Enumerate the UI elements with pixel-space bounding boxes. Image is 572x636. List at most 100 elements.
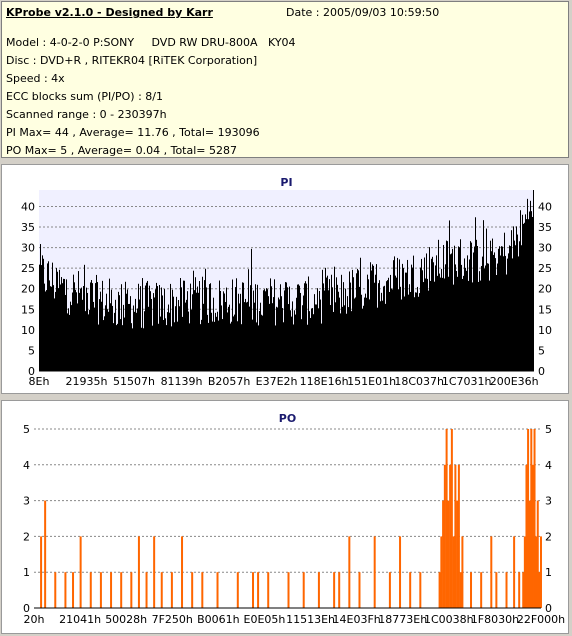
pi-bar — [283, 322, 284, 371]
y-tick-label-right: 15 — [538, 303, 552, 316]
pi-bar — [533, 190, 534, 371]
pi-bar — [173, 296, 174, 371]
pi-bar — [43, 258, 44, 371]
po-chart: PO 0 0 1 1 2 2 3 3 4 4 5 5 20h 21041h 50028h 7F250h B0061… — [23, 412, 565, 626]
pi-bar — [85, 311, 86, 371]
po-bar — [536, 500, 539, 608]
pi-bar — [419, 293, 420, 371]
pi-bar — [131, 323, 132, 371]
pi-bar — [413, 255, 414, 371]
pi-bar — [311, 308, 312, 371]
pi-bar — [186, 299, 187, 371]
pi-bar — [108, 311, 109, 371]
pi-bar — [165, 318, 166, 371]
pi-bar — [466, 270, 467, 371]
pi-bar — [306, 283, 307, 371]
pi-bar — [465, 267, 466, 371]
pi-bar — [155, 289, 156, 371]
pi-bar — [398, 289, 399, 371]
po-bar — [348, 536, 351, 608]
pi-bar — [461, 264, 462, 371]
pi-bar — [286, 282, 287, 371]
pi-bar — [506, 274, 507, 371]
pi-bar — [497, 263, 498, 371]
pi-bar — [268, 296, 269, 371]
pi-bar — [344, 305, 345, 371]
pi-bar — [269, 303, 270, 371]
pi-bar — [205, 268, 206, 371]
po-bar — [409, 572, 412, 608]
pi-bar — [253, 290, 254, 371]
pi-bar — [255, 284, 256, 371]
y-tick-label-right: 1 — [545, 566, 552, 579]
pi-bar — [224, 293, 225, 371]
pi-summary-line: PI Max= 44 , Average= 11.76 , Total= 193… — [6, 126, 260, 139]
pi-bar — [487, 263, 488, 371]
pi-bar — [176, 296, 177, 371]
po-bar — [513, 536, 516, 608]
pi-bar — [103, 320, 104, 371]
pi-bar — [49, 280, 50, 371]
pi-bar — [277, 307, 278, 371]
pi-bar — [339, 297, 340, 371]
pi-bar — [412, 267, 413, 371]
x-tick-label: E37E2h — [256, 375, 298, 388]
pi-bar — [361, 294, 362, 371]
pi-bar — [301, 319, 302, 371]
pi-bar — [127, 289, 128, 371]
pi-bar — [160, 316, 161, 371]
po-bar — [522, 572, 525, 608]
pi-bar — [347, 296, 348, 371]
po-bar — [170, 572, 173, 608]
pi-bar — [370, 262, 371, 371]
po-bar — [216, 572, 219, 608]
pi-bar — [305, 281, 306, 371]
pi-bar — [113, 323, 114, 371]
pi-bar — [58, 288, 59, 371]
pi-bar — [90, 282, 91, 371]
pi-bar — [129, 303, 130, 371]
pi-bar — [517, 234, 518, 371]
pi-bar — [57, 271, 58, 371]
pi-bar — [358, 270, 359, 371]
pi-bar — [192, 294, 193, 371]
pi-bar — [123, 304, 124, 371]
pi-bar — [128, 303, 129, 371]
pi-bar — [56, 267, 57, 371]
x-tick-label: 1F8030h — [471, 613, 519, 626]
pi-bar — [407, 259, 408, 371]
pi-bar — [510, 246, 511, 371]
pi-bar — [140, 286, 141, 371]
pi-bar — [202, 276, 203, 371]
pi-bar — [180, 278, 181, 371]
pi-bar — [527, 198, 528, 371]
pi-bar — [486, 228, 487, 371]
x-tick-label: 21935h — [66, 375, 108, 388]
y-tick-label-right: 20 — [538, 283, 552, 296]
pi-bar — [495, 258, 496, 371]
pi-bar — [512, 258, 513, 371]
pi-bar — [421, 258, 422, 371]
pi-bar — [189, 323, 190, 371]
y-tick-label-right: 0 — [538, 365, 545, 378]
pi-bar — [278, 297, 279, 371]
pi-bar — [355, 297, 356, 371]
pi-bar — [452, 248, 453, 371]
pi-bar — [285, 282, 286, 371]
pi-bar — [457, 276, 458, 371]
x-tick-label: 21041h — [59, 613, 101, 626]
pi-bar — [195, 277, 196, 371]
pi-bar — [213, 297, 214, 371]
pi-bar — [440, 277, 441, 371]
pi-bar — [392, 289, 393, 371]
pi-bar — [121, 284, 122, 371]
pi-bar — [236, 278, 237, 371]
y-tick-label: 2 — [23, 530, 30, 543]
pi-bar — [340, 313, 341, 371]
pi-bar — [511, 230, 512, 371]
pi-bar — [145, 285, 146, 371]
pi-bar — [143, 328, 144, 371]
po-bar — [533, 429, 536, 608]
pi-bar — [188, 311, 189, 371]
pi-bar — [357, 268, 358, 371]
